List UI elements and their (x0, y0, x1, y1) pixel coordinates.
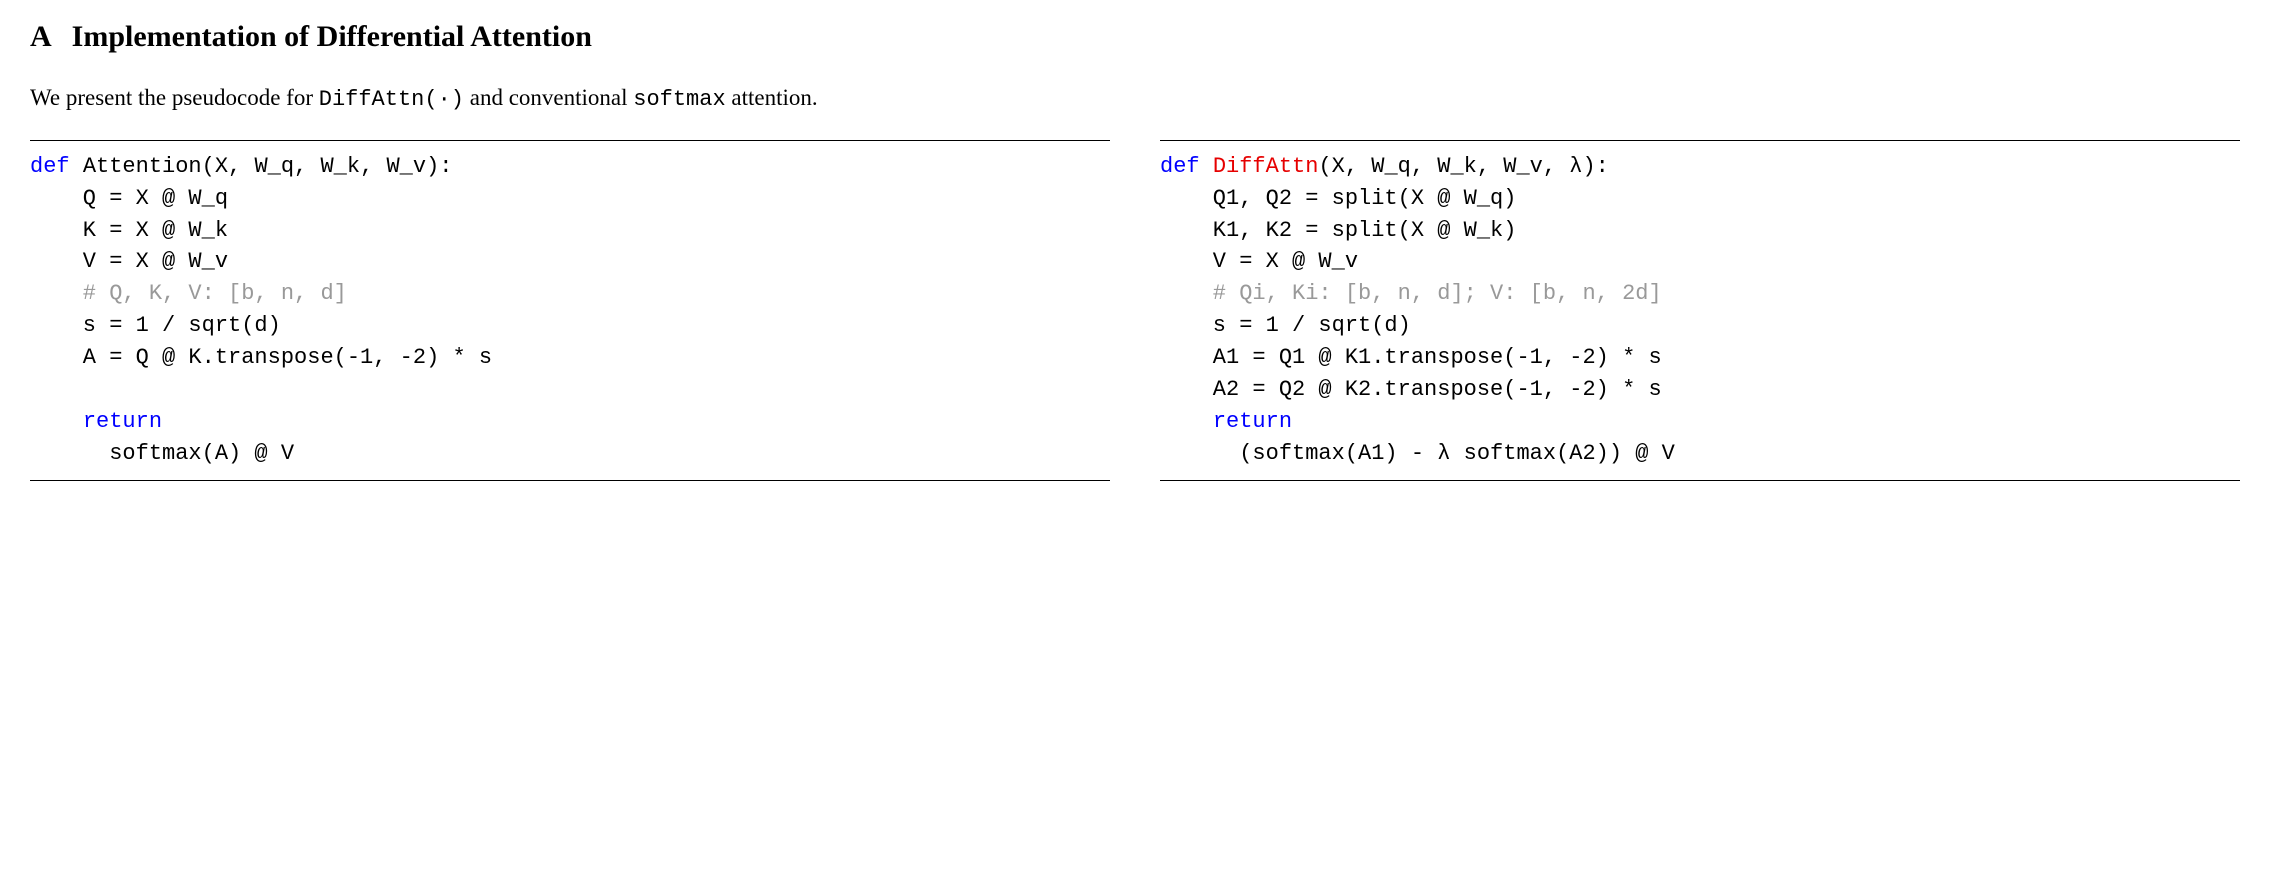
code-comment: # Qi, Ki: [b, n, d]; V: [b, n, 2d] (1160, 281, 1662, 306)
fn-name-diffattn: DiffAttn (1213, 154, 1319, 179)
code-line: K = X @ W_k (30, 218, 228, 243)
code-line: A1 = Q1 @ K1.transpose(-1, -2) * s (1160, 345, 1662, 370)
code-block-attention: def Attention(X, W_q, W_k, W_v): Q = X @… (30, 140, 1110, 481)
return-indent (30, 409, 83, 434)
section-title: Implementation of Differential Attention (72, 20, 592, 54)
keyword-return: return (83, 409, 162, 434)
code-line: Q = X @ W_q (30, 186, 228, 211)
code-line: A = Q @ K.transpose(-1, -2) * s (30, 345, 492, 370)
code-blank-line (30, 377, 43, 402)
intro-paragraph: We present the pseudocode for DiffAttn(·… (30, 82, 2240, 116)
keyword-def: def (1160, 154, 1200, 179)
section-heading: A Implementation of Differential Attenti… (30, 20, 2240, 54)
appendix-label: A (30, 20, 52, 54)
fn-name-attention: Attention (83, 154, 202, 179)
code-line: V = X @ W_v (1160, 249, 1358, 274)
code-block-diffattn: def DiffAttn(X, W_q, W_k, W_v, λ): Q1, Q… (1160, 140, 2240, 481)
code-line: V = X @ W_v (30, 249, 228, 274)
code-line: s = 1 / sqrt(d) (30, 313, 281, 338)
intro-suffix: attention. (726, 85, 818, 110)
code-line: K1, K2 = split(X @ W_k) (1160, 218, 1516, 243)
keyword-return: return (1213, 409, 1292, 434)
inline-code-diffattn: DiffAttn(·) (319, 87, 464, 112)
code-attention: def Attention(X, W_q, W_k, W_v): Q = X @… (30, 151, 1110, 470)
code-line: A2 = Q2 @ K2.transpose(-1, -2) * s (1160, 377, 1662, 402)
sig-diffattn: (X, W_q, W_k, W_v, λ): (1318, 154, 1608, 179)
return-indent (1160, 409, 1213, 434)
inline-code-softmax: softmax (633, 87, 725, 112)
code-line: Q1, Q2 = split(X @ W_q) (1160, 186, 1516, 211)
intro-prefix: We present the pseudocode for (30, 85, 319, 110)
sig-attention: (X, W_q, W_k, W_v): (202, 154, 453, 179)
code-line: s = 1 / sqrt(d) (1160, 313, 1411, 338)
code-line: (softmax(A1) - λ softmax(A2)) @ V (1160, 441, 1675, 466)
code-comment: # Q, K, V: [b, n, d] (30, 281, 347, 306)
intro-mid: and conventional (464, 85, 633, 110)
code-columns: def Attention(X, W_q, W_k, W_v): Q = X @… (30, 140, 2240, 481)
code-line: softmax(A) @ V (30, 441, 294, 466)
keyword-def: def (30, 154, 70, 179)
code-diffattn: def DiffAttn(X, W_q, W_k, W_v, λ): Q1, Q… (1160, 151, 2240, 470)
